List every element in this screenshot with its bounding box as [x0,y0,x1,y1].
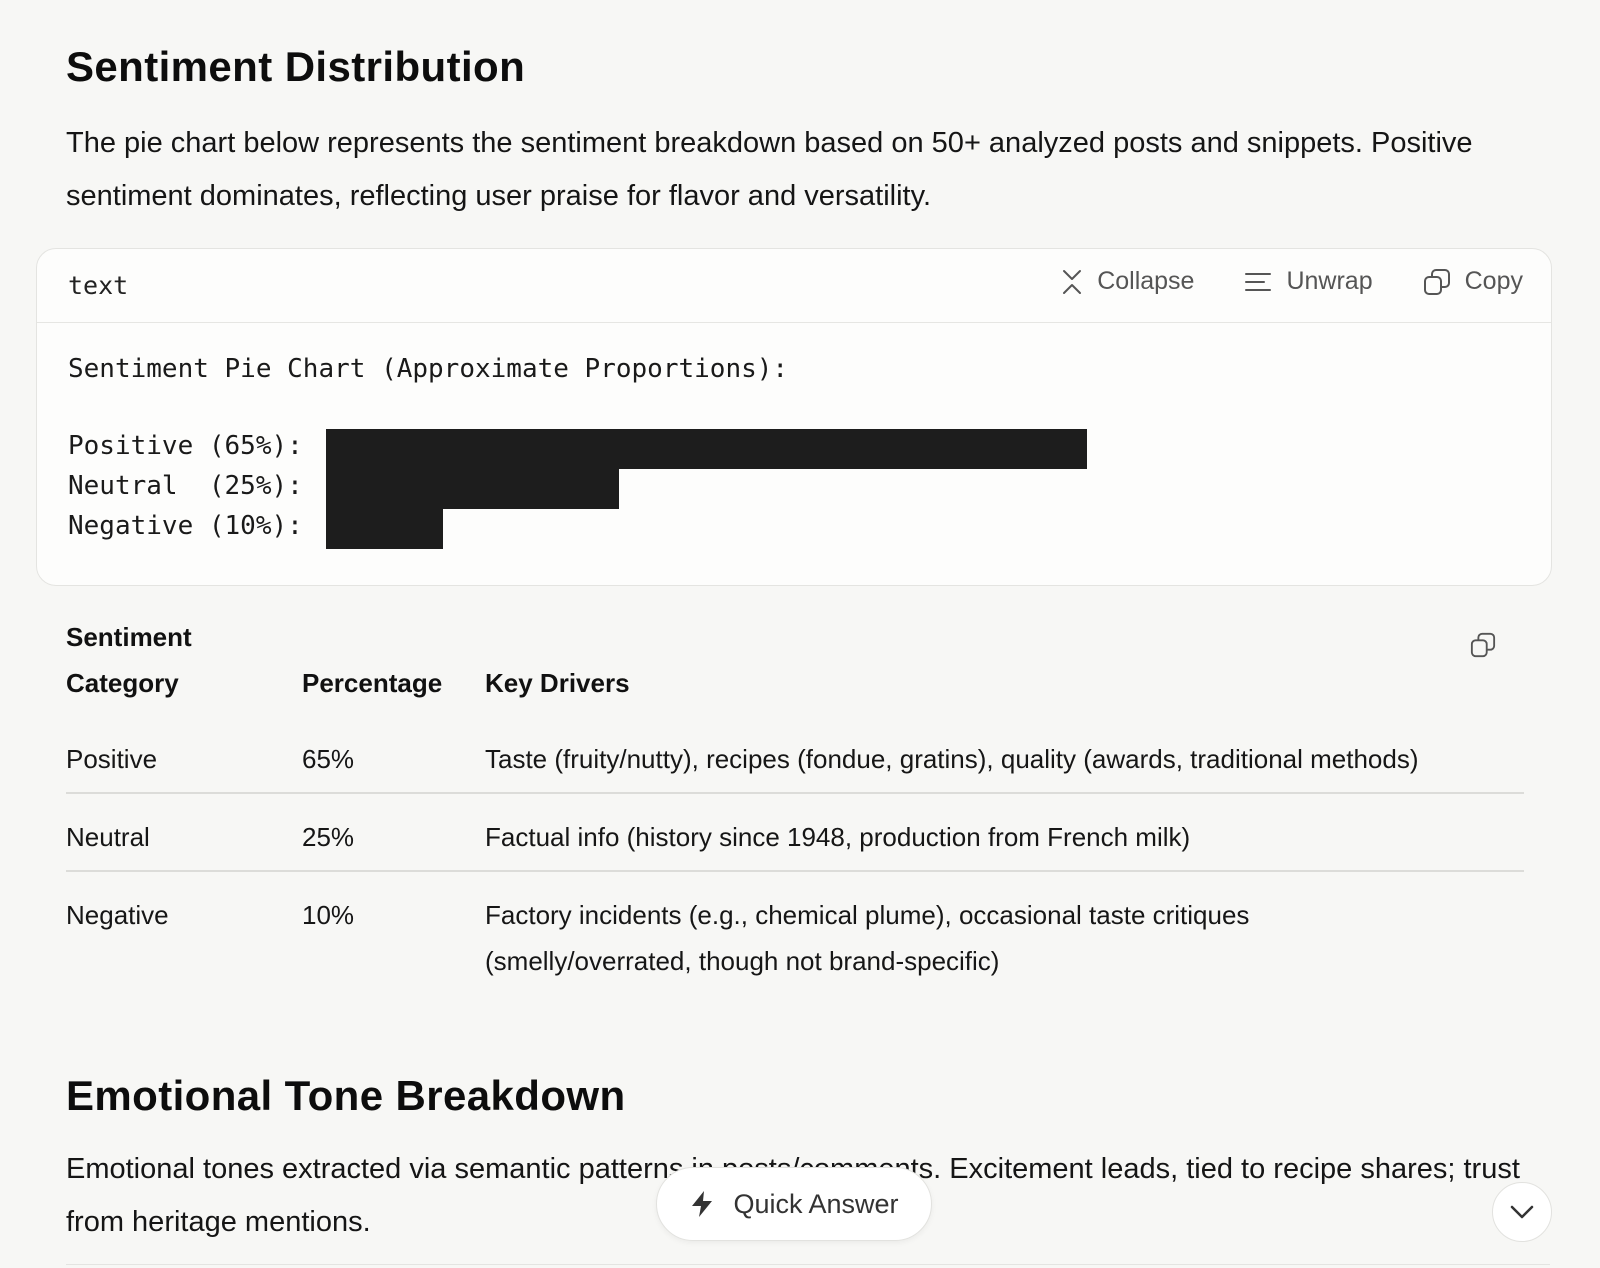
cell-percentage: 65% [302,744,355,774]
unwrap-button[interactable]: Unwrap [1244,267,1373,296]
cell-percentage: 10% [302,900,355,930]
collapse-icon [1063,269,1082,294]
copy-icon [1423,268,1450,295]
row-divider [66,870,1524,872]
cell-category: Negative [66,900,169,930]
code-language-label: text [68,271,129,300]
copy-button[interactable]: Copy [1423,267,1523,296]
cell-category: Neutral [66,822,150,852]
bar-fill-neutral [326,469,619,509]
quick-answer-label: Quick Answer [733,1188,899,1219]
copy-table-icon[interactable] [1470,632,1496,658]
code-chart-title: Sentiment Pie Chart (Approximate Proport… [68,354,789,384]
bar-label: Neutral (25%): [68,471,303,501]
cell-drivers-line1: Factory incidents (e.g., chemical plume)… [485,900,1250,930]
code-actions: Collapse Unwrap Copy [1011,267,1523,296]
row-divider [66,792,1524,794]
bar-fill-negative [326,509,443,549]
header-category-line2: Category [66,668,179,698]
bar-row-negative: Negative (10%): [68,509,1168,549]
bar-label: Positive (65%): [68,431,303,461]
section-title-sentiment: Sentiment Distribution [66,43,526,90]
cell-drivers: Taste (fruity/nutty), recipes (fondue, g… [485,744,1419,774]
collapse-label: Collapse [1097,267,1195,295]
copy-label: Copy [1464,267,1523,295]
cell-drivers-line2: (smelly/overrated, though not brand-spec… [485,946,1000,976]
cell-drivers: Factual info (history since 1948, produc… [485,822,1191,852]
unwrap-icon [1245,272,1272,291]
section-intro-sentiment: The pie chart below represents the senti… [66,127,1473,212]
bar-row-positive: Positive (65%): [68,429,1168,469]
unwrap-label: Unwrap [1286,267,1373,295]
header-category-line1: Sentiment [66,622,192,652]
code-block-header: text Collapse Unwrap [37,249,1551,323]
chevron-down-icon [1510,1205,1534,1219]
bolt-icon [692,1191,713,1217]
header-percentage: Percentage [302,668,443,698]
scroll-down-button[interactable] [1492,1182,1552,1242]
code-block: text Collapse Unwrap [36,248,1552,586]
collapse-button[interactable]: Collapse [1061,267,1194,296]
next-card-edge [66,1264,1550,1268]
section-title-emotional: Emotional Tone Breakdown [66,1072,626,1119]
bar-row-neutral: Neutral (25%): [68,469,1168,509]
quick-answer-button[interactable]: Quick Answer [656,1167,932,1241]
cell-percentage: 25% [302,822,355,852]
bar-fill-positive [326,429,1087,469]
cell-category: Positive [66,744,158,774]
header-key-drivers: Key Drivers [485,668,630,698]
bar-label: Negative (10%): [68,511,303,541]
